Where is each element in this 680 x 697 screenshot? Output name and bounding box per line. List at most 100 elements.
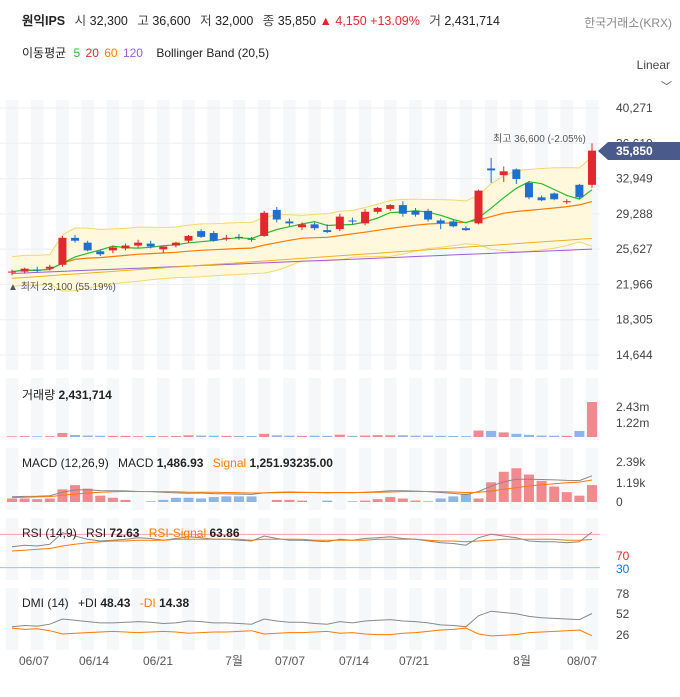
volume-panel-title: 거래량 2,431,714 — [22, 386, 112, 403]
candle-body — [159, 246, 168, 250]
grid-stripe — [182, 378, 195, 440]
grid-stripe — [510, 588, 523, 650]
macd-hist-bar — [19, 498, 30, 502]
volume-bar — [536, 435, 547, 437]
macd-hist-bar — [385, 497, 396, 502]
volume-bar — [423, 435, 434, 437]
macd-hist-bar — [435, 498, 446, 502]
macd-hist-bar — [498, 471, 509, 502]
grid-stripe — [333, 448, 347, 510]
volume-bar — [297, 435, 307, 437]
macd-tick-label: 2.39k — [616, 455, 646, 469]
volume-bar — [170, 435, 181, 437]
volume-tick-label: 2.43m — [616, 400, 649, 414]
grid-stripe — [182, 588, 195, 650]
macd-hist-bar — [347, 501, 358, 502]
volume-bar — [196, 435, 207, 437]
ma120-line — [11, 248, 593, 274]
candle-body — [33, 269, 42, 271]
candle-body — [348, 220, 357, 222]
mdi-line — [11, 627, 593, 637]
pdi-label: +DI — [78, 596, 98, 610]
bollinger-label: Bollinger Band (20,5) — [156, 46, 270, 60]
macd-hist-bar — [397, 498, 408, 502]
volume-bar — [385, 435, 396, 437]
grid-stripe — [81, 378, 94, 440]
volume-bar — [183, 435, 194, 437]
chevron-down-icon[interactable]: ﹀ — [661, 81, 672, 93]
candle-body — [487, 168, 496, 171]
macd-hist-bar — [297, 500, 307, 502]
macd-hist-bar — [587, 485, 597, 502]
volume-bar — [284, 435, 295, 437]
rsi-line — [11, 531, 593, 548]
grid-stripe — [434, 378, 447, 440]
grid-stripe — [409, 378, 422, 440]
candle-body — [298, 224, 306, 228]
candle-body — [449, 221, 458, 227]
macd-panel-title: MACD (12,26,9) MACD 1,486.93 Signal 1,25… — [22, 456, 333, 470]
macd-signal-line — [11, 479, 593, 499]
low-label: 저 — [200, 14, 212, 28]
indicator-legend[interactable]: 이동평균 5 20 60 120 Bollinger Band (20,5) — [22, 44, 273, 61]
volume-bar — [549, 435, 560, 437]
macd-hist-bar — [561, 492, 572, 502]
grid-stripe — [383, 588, 397, 650]
volume-bar — [221, 435, 232, 437]
grid-stripe — [5, 588, 19, 650]
macd-hist-bar — [44, 498, 55, 502]
candle-body — [537, 197, 546, 201]
volume-bar — [133, 436, 144, 437]
grid-stripe — [283, 378, 296, 440]
macd-hist-bar — [233, 496, 244, 502]
volume-bar — [120, 435, 131, 437]
high-value: 36,600 — [152, 14, 191, 28]
macd-hist-bar — [82, 488, 93, 502]
volume-bar — [259, 433, 270, 437]
macd-hist-bar — [410, 500, 421, 502]
grid-stripe — [5, 378, 19, 440]
macd-hist-bar — [271, 499, 282, 502]
volume-bar — [233, 435, 244, 437]
grid-stripe — [257, 518, 271, 580]
volume-bar — [271, 435, 282, 437]
volume-bar — [246, 435, 257, 437]
rsi-tick-label: 70 — [616, 549, 630, 563]
grid-stripe — [207, 518, 221, 580]
grid-stripe — [383, 448, 397, 510]
x-axis: 06/07 06/14 06/21 7월 07/07 07/14 07/21 8월 08/07 — [19, 654, 597, 668]
grid-stripe — [484, 588, 498, 650]
macd-hist-bar — [196, 498, 207, 502]
grid-stripe — [157, 588, 170, 650]
volume-bar — [587, 402, 597, 437]
volume-bar — [523, 434, 534, 437]
grid-stripe — [157, 378, 170, 440]
volume-bar — [145, 435, 156, 437]
stock-name: 원익IPS — [22, 14, 66, 28]
grid-stripe — [207, 448, 221, 510]
candle-body — [323, 230, 332, 233]
mdi-value: 14.38 — [159, 596, 190, 610]
price-tick-label: 18,305 — [616, 313, 653, 327]
scale-selector[interactable]: Linear — [636, 58, 670, 72]
grid-stripe — [157, 448, 170, 510]
candle-body — [575, 184, 584, 198]
macd-hist-bar — [511, 468, 522, 502]
grid-stripe — [30, 100, 44, 370]
grid-stripe — [308, 378, 321, 440]
candle-body — [96, 251, 105, 255]
candle-body — [461, 228, 470, 231]
macd-tick-label: 0 — [616, 495, 623, 509]
macd-hist-bar — [322, 500, 333, 502]
candle-body — [146, 243, 155, 247]
price-tick-label: 25,627 — [616, 242, 653, 256]
ma60-label: 60 — [104, 46, 118, 60]
macd-hist-bar — [95, 495, 106, 502]
volume-bar — [511, 433, 522, 437]
grid-stripe — [484, 518, 498, 580]
macd-hist-bar — [372, 499, 383, 502]
volume-bar — [95, 435, 106, 437]
macd-hist-bar — [284, 499, 295, 502]
rsi-signal-line — [11, 538, 593, 552]
